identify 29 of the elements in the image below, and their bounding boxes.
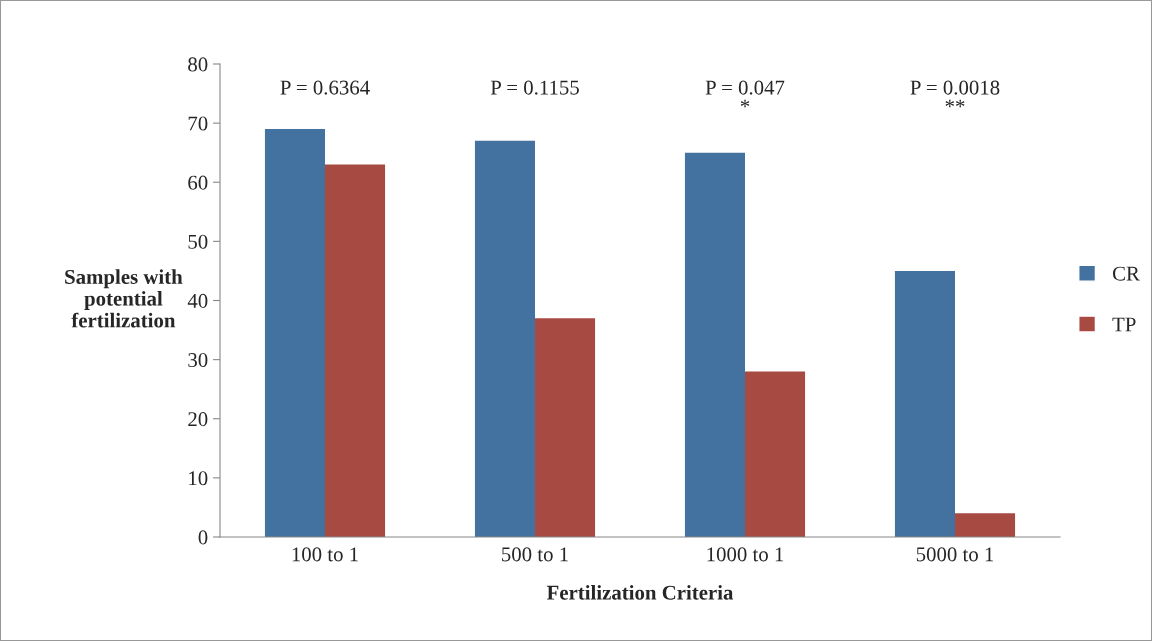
legend-label: TP [1112, 317, 1136, 332]
x-tick-label: 1000 to 1 [707, 547, 784, 562]
legend-label: CR [1112, 266, 1140, 281]
bar [264, 129, 325, 537]
annotation: P = 0.1155 [490, 80, 579, 95]
bar [535, 318, 596, 537]
annotation: P = 0.0018 ** [910, 80, 1000, 108]
annotation: P = 0.047 * [705, 80, 785, 108]
y-tick-label: 0 [198, 530, 208, 545]
bar [684, 152, 745, 537]
bar [955, 513, 1016, 537]
annotation: P = 0.6364 [280, 80, 370, 95]
y-axis-title: Samples with potential fertilization [65, 269, 183, 328]
bar [325, 164, 386, 537]
x-tick-label: 500 to 1 [502, 547, 568, 562]
y-tick-label: 60 [188, 175, 208, 190]
y-tick-label: 40 [187, 293, 208, 308]
y-tick-label: 20 [188, 412, 208, 427]
x-axis-title: Fertilization Criteria [546, 585, 734, 600]
y-tick-label: 30 [188, 353, 208, 368]
y-tick-label: 10 [189, 471, 208, 486]
y-tick-label: 70 [188, 116, 208, 131]
bar [474, 140, 535, 537]
x-tick-label: 100 to 1 [292, 547, 358, 562]
bar [894, 270, 955, 537]
y-tick-label: 80 [188, 57, 208, 72]
bar [745, 371, 806, 537]
y-tick-label: 50 [188, 234, 208, 249]
x-tick-label: 5000 to 1 [916, 547, 994, 562]
